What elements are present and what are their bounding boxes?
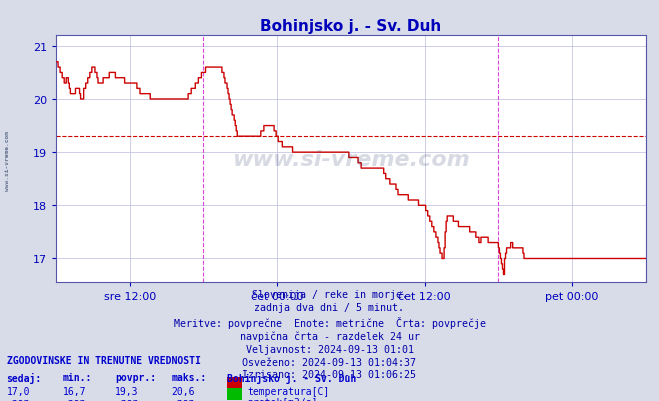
Text: www.si-vreme.com: www.si-vreme.com — [5, 130, 11, 190]
Text: Slovenija / reke in morje.
zadnja dva dni / 5 minut.
Meritve: povprečne  Enote: : Slovenija / reke in morje. zadnja dva dn… — [173, 290, 486, 379]
Text: min.:: min.: — [63, 372, 92, 382]
Text: -nan: -nan — [7, 397, 30, 401]
Text: -nan: -nan — [63, 397, 86, 401]
Text: www.si-vreme.com: www.si-vreme.com — [232, 150, 470, 169]
Text: temperatura[C]: temperatura[C] — [247, 386, 330, 396]
Text: 17,0: 17,0 — [7, 386, 30, 396]
Title: Bohinjsko j. - Sv. Duh: Bohinjsko j. - Sv. Duh — [260, 18, 442, 34]
Text: povpr.:: povpr.: — [115, 372, 156, 382]
Text: sedaj:: sedaj: — [7, 372, 42, 383]
Text: ZGODOVINSKE IN TRENUTNE VREDNOSTI: ZGODOVINSKE IN TRENUTNE VREDNOSTI — [7, 355, 200, 365]
Text: pretok[m3/s]: pretok[m3/s] — [247, 397, 318, 401]
Text: 20,6: 20,6 — [171, 386, 195, 396]
Text: maks.:: maks.: — [171, 372, 206, 382]
Text: Bohinjsko j. - Sv. Duh: Bohinjsko j. - Sv. Duh — [227, 372, 357, 383]
Text: -nan: -nan — [171, 397, 195, 401]
Text: 19,3: 19,3 — [115, 386, 139, 396]
Text: -nan: -nan — [115, 397, 139, 401]
Text: 16,7: 16,7 — [63, 386, 86, 396]
